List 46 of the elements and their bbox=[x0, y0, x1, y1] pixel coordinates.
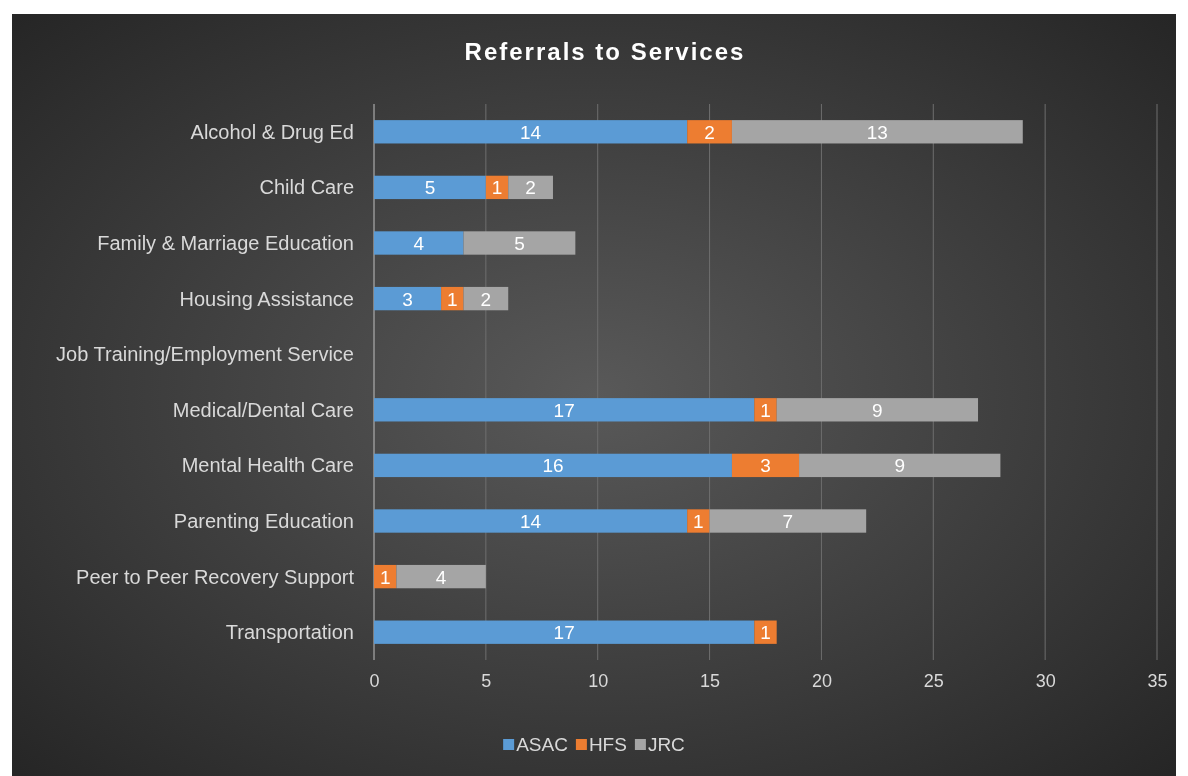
x-tick-label: 5 bbox=[481, 670, 492, 691]
data-label: 2 bbox=[704, 121, 715, 143]
chart-title: Referrals to Services bbox=[464, 38, 746, 65]
y-tick-label: Peer to Peer Recovery Support bbox=[76, 565, 355, 588]
x-tick-label: 25 bbox=[923, 670, 944, 691]
data-label: 16 bbox=[542, 455, 564, 477]
data-label: 14 bbox=[520, 511, 542, 532]
data-label: 9 bbox=[872, 399, 883, 421]
data-label: 2 bbox=[480, 288, 492, 310]
data-label: 1 bbox=[379, 566, 391, 588]
data-label: 2 bbox=[525, 177, 536, 199]
data-label: 4 bbox=[435, 566, 447, 588]
y-tick-label: Medical/Dental Care bbox=[172, 398, 354, 421]
data-label: 3 bbox=[402, 288, 413, 310]
legend-label: JRC bbox=[647, 734, 685, 755]
data-label: 1 bbox=[447, 288, 458, 310]
data-label: 13 bbox=[866, 121, 888, 143]
y-tick-label: Mental Health Care bbox=[181, 454, 354, 477]
x-tick-label: 30 bbox=[1035, 670, 1056, 691]
data-label: 3 bbox=[760, 455, 771, 477]
data-label: 7 bbox=[782, 511, 794, 532]
y-tick-label: Child Care bbox=[259, 176, 354, 199]
data-label: 4 bbox=[413, 233, 425, 254]
x-tick-label: 15 bbox=[700, 670, 721, 691]
legend-label: ASAC bbox=[516, 734, 568, 755]
x-tick-label: 10 bbox=[588, 670, 609, 691]
y-tick-label: Housing Assistance bbox=[179, 287, 354, 310]
data-label: 14 bbox=[520, 121, 542, 143]
data-label: 5 bbox=[514, 233, 525, 254]
y-tick-label: Transportation bbox=[225, 621, 354, 644]
data-label: 1 bbox=[693, 511, 704, 532]
data-label: 1 bbox=[760, 622, 771, 644]
legend-label: HFS bbox=[588, 734, 627, 755]
data-label: 17 bbox=[553, 622, 575, 644]
data-label: 9 bbox=[894, 455, 906, 477]
x-tick-label: 35 bbox=[1147, 670, 1168, 691]
y-tick-label: Parenting Education bbox=[173, 510, 354, 532]
x-tick-label: 0 bbox=[369, 670, 380, 691]
x-tick-label: 20 bbox=[811, 670, 832, 691]
y-tick-label: Alcohol & Drug Ed bbox=[190, 120, 354, 143]
data-label: 1 bbox=[760, 399, 771, 421]
data-label: 1 bbox=[491, 177, 503, 199]
data-label: 17 bbox=[553, 399, 575, 421]
y-tick-label: Job Training/Employment Service bbox=[56, 343, 354, 366]
y-tick-label: Family & Marriage Education bbox=[97, 232, 354, 254]
data-label: 5 bbox=[424, 177, 436, 199]
